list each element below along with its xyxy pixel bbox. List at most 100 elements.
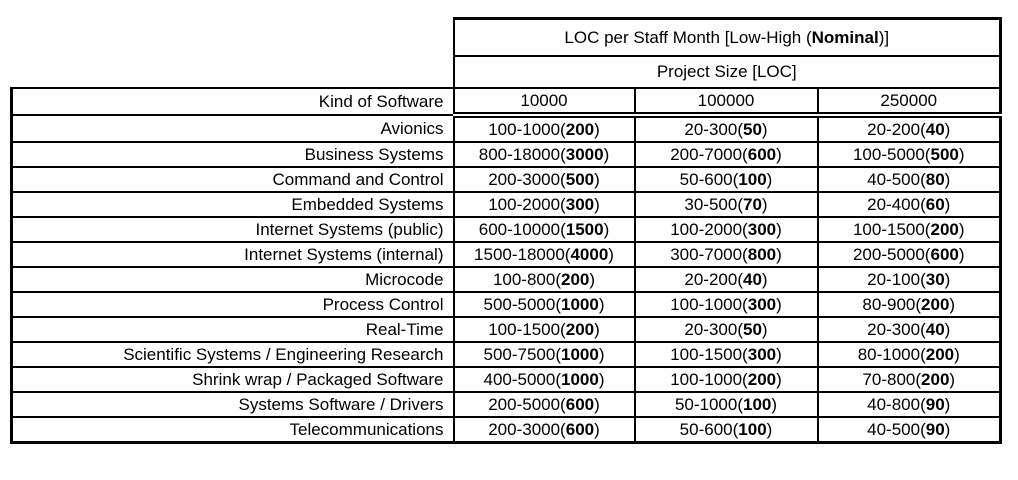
table-title: LOC per Staff Month [Low-High (Nominal)] — [452, 17, 1002, 57]
loc-range-close-paren: ) — [771, 394, 778, 414]
loc-range-low-high: 100-1500( — [488, 319, 566, 339]
loc-range-low-high: 70-800( — [862, 369, 922, 389]
loc-range-close-paren: ) — [594, 319, 600, 339]
row-label: Command and Control — [10, 166, 455, 193]
kind-of-software-header: Kind of Software — [10, 87, 455, 116]
loc-range-cell: 40-500(80) — [816, 166, 1002, 193]
loc-range-low-high: 100-800( — [492, 269, 561, 289]
loc-range-low-high: 300-7000( — [670, 244, 748, 264]
loc-range-close-paren: ) — [594, 119, 600, 139]
loc-range-low-high: 100-1000( — [488, 119, 566, 139]
loc-range-close-paren: ) — [761, 319, 768, 339]
loc-range-cell: 80-900(200) — [816, 291, 1002, 318]
table-row: Internet Systems (internal) 1500-18000(40… — [10, 241, 1002, 268]
loc-range-cell: 200-3000(500) — [452, 166, 636, 193]
loc-per-staff-month-table: LOC per Staff Month [Low-High (Nominal)]… — [10, 17, 1002, 444]
row-label: Shrink wrap / Packaged Software — [10, 366, 455, 393]
loc-nominal: 1500 — [565, 219, 604, 239]
table-title-suffix: )] — [878, 27, 890, 47]
loc-range-low-high: 500-5000( — [483, 294, 561, 314]
loc-range-close-paren: ) — [944, 169, 951, 189]
loc-range-cell: 100-1000(300) — [633, 291, 819, 318]
loc-range-low-high: 30-500( — [684, 194, 743, 214]
loc-range-cell: 80-1000(200) — [816, 341, 1002, 368]
loc-range-low-high: 100-1500( — [852, 219, 931, 239]
loc-nominal: 200 — [747, 369, 777, 389]
loc-nominal: 1000 — [561, 294, 599, 314]
loc-range-close-paren: ) — [761, 119, 768, 139]
loc-range-close-paren: ) — [594, 419, 600, 439]
loc-range-low-high: 20-300( — [684, 319, 743, 339]
loc-range-low-high: 50-1000( — [674, 394, 743, 414]
loc-range-cell: 400-5000(1000) — [452, 366, 636, 393]
loc-range-low-high: 200-3000( — [488, 169, 566, 189]
table-row: Business Systems 800-18000(3000) 200-7000(… — [10, 141, 1002, 168]
loc-range-low-high: 50-600( — [679, 169, 739, 189]
loc-range-cell: 100-1500(200) — [816, 216, 1002, 243]
loc-range-cell: 20-100(30) — [816, 266, 1002, 293]
loc-range-close-paren: ) — [594, 169, 600, 189]
loc-range-low-high: 80-900( — [862, 294, 922, 314]
loc-range-close-paren: ) — [766, 169, 773, 189]
loc-nominal: 200 — [925, 344, 955, 364]
loc-range-close-paren: ) — [589, 269, 596, 289]
loc-range-cell: 1500-18000(4000) — [452, 241, 636, 268]
loc-range-cell: 20-300(40) — [816, 316, 1002, 343]
loc-range-close-paren: ) — [958, 244, 965, 264]
loc-range-close-paren: ) — [761, 194, 768, 214]
column-header-10000: 10000 — [452, 87, 636, 118]
loc-range-cell: 100-5000(500) — [816, 141, 1002, 168]
loc-nominal: 200 — [921, 294, 950, 314]
loc-range-close-paren: ) — [944, 319, 951, 339]
project-size-header: Project Size [LOC] — [452, 56, 1002, 89]
loc-range-low-high: 200-5000( — [488, 394, 566, 414]
loc-nominal: 1000 — [561, 344, 599, 364]
loc-nominal: 500 — [565, 169, 595, 189]
loc-range-close-paren: ) — [608, 244, 614, 264]
loc-range-close-paren: ) — [594, 194, 600, 214]
loc-nominal: 40 — [925, 119, 945, 139]
loc-range-low-high: 200-5000( — [852, 244, 931, 264]
loc-nominal: 4000 — [570, 244, 609, 264]
loc-range-close-paren: ) — [776, 344, 782, 364]
loc-range-low-high: 400-5000( — [483, 369, 561, 389]
loc-range-close-paren: ) — [958, 219, 965, 239]
loc-range-close-paren: ) — [766, 419, 773, 439]
loc-range-cell: 300-7000(800) — [633, 241, 819, 268]
loc-range-low-high: 600-10000( — [478, 219, 566, 239]
loc-range-low-high: 100-1000( — [670, 369, 748, 389]
table-row: Process Control 500-5000(1000) 100-1000(30… — [10, 291, 1002, 318]
loc-range-low-high: 20-300( — [867, 319, 926, 339]
loc-range-close-paren: ) — [776, 144, 782, 164]
loc-nominal: 90 — [925, 419, 945, 439]
loc-range-close-paren: ) — [944, 394, 951, 414]
loc-nominal: 200 — [921, 369, 950, 389]
loc-nominal: 100 — [743, 394, 772, 414]
loc-range-close-paren: ) — [598, 294, 605, 314]
row-label: Business Systems — [10, 141, 455, 168]
loc-range-close-paren: ) — [944, 269, 951, 289]
loc-range-cell: 20-300(50) — [633, 316, 819, 343]
table-row: Telecommunications 200-3000(600) 50-600(10… — [10, 416, 1002, 444]
loc-nominal: 50 — [743, 319, 762, 339]
empty-corner — [12, 19, 454, 57]
loc-range-cell: 20-400(60) — [816, 191, 1002, 218]
loc-range-close-paren: ) — [603, 219, 610, 239]
loc-range-cell: 70-800(200) — [816, 366, 1002, 393]
loc-nominal: 100 — [738, 169, 767, 189]
table-row: Internet Systems (public) 600-10000(1500)… — [10, 216, 1002, 243]
loc-range-low-high: 100-5000( — [852, 144, 931, 164]
loc-nominal: 70 — [743, 194, 762, 214]
loc-range-close-paren: ) — [776, 244, 782, 264]
loc-range-cell: 20-200(40) — [633, 266, 819, 293]
loc-nominal: 300 — [565, 194, 595, 214]
loc-range-low-high: 100-2000( — [670, 219, 748, 239]
loc-nominal: 200 — [565, 319, 595, 339]
table-body: Avionics 100-1000(200) 20-300(50) 20-200(40… — [10, 114, 1002, 444]
table-row: Real-Time 100-1500(200) 20-300(50) 20-300(4… — [10, 316, 1002, 343]
row-label: Internet Systems (public) — [10, 216, 455, 243]
loc-range-low-high: 20-200( — [684, 269, 743, 289]
loc-range-cell: 600-10000(1500) — [452, 216, 636, 243]
loc-nominal: 40 — [743, 269, 762, 289]
